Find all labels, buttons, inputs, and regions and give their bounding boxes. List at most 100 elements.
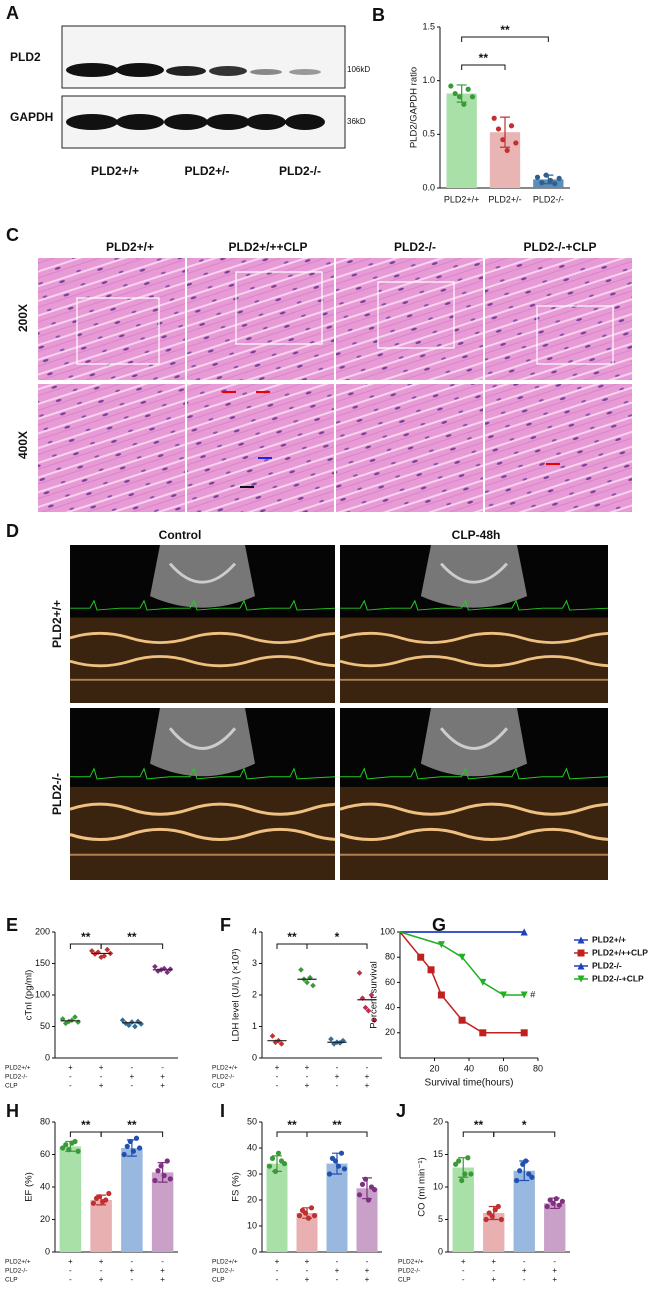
legend-label: PLD2+/+: [592, 934, 626, 944]
y-tick-label: 20: [40, 1214, 50, 1224]
condition-cell: +: [365, 1266, 370, 1275]
significance-label: *: [335, 930, 340, 944]
annotation: #: [530, 989, 535, 999]
data-point: [534, 174, 541, 180]
condition-row-label: CLP: [398, 1277, 411, 1284]
condition-cell: +: [552, 1266, 557, 1275]
blot-label: PLD2: [10, 50, 41, 64]
data-point: [106, 1190, 112, 1197]
y-axis-label: FS (%): [231, 1172, 242, 1202]
condition-cell: +: [99, 1275, 104, 1284]
condition-cell: +: [160, 1081, 165, 1090]
condition-cell: -: [69, 1072, 72, 1081]
condition-cell: +: [160, 1275, 165, 1284]
data-point: [63, 1142, 69, 1148]
data-point: [365, 1197, 372, 1203]
y-tick-label: 50: [40, 1021, 50, 1031]
condition-cell: +: [275, 1257, 280, 1266]
column-header: PLD2+/++CLP: [228, 240, 307, 254]
data-point: [75, 1019, 81, 1025]
condition-cell: -: [131, 1081, 134, 1090]
data-point: [133, 1135, 140, 1141]
marker: [458, 953, 466, 961]
y-tick-label: 40: [247, 1142, 257, 1152]
significance-label: *: [522, 1118, 527, 1132]
bar: [513, 1170, 535, 1252]
data-point: [459, 1177, 465, 1184]
x-tick-label: PLD2-/-: [533, 194, 564, 204]
data-point: [371, 1017, 378, 1024]
condition-cell: +: [365, 1081, 370, 1090]
condition-cell: -: [161, 1257, 164, 1266]
data-point: [456, 1158, 462, 1164]
condition-cell: +: [130, 1266, 135, 1275]
condition-cell: +: [68, 1063, 73, 1072]
y-tick-label: 0: [45, 1246, 50, 1256]
significance-bracket: [100, 1131, 164, 1137]
error-bar: [500, 116, 510, 148]
row-label: PLD2-/-: [50, 773, 64, 815]
condition-cell: -: [366, 1257, 369, 1266]
data-point: [308, 1205, 315, 1211]
panel-letter: H: [6, 1101, 19, 1121]
y-tick-label: 0: [252, 1052, 257, 1062]
data-point: [310, 982, 316, 989]
y-axis-label: cTnI (pg/ml): [24, 970, 35, 1021]
data-point: [275, 1150, 282, 1156]
data-point: [158, 1163, 164, 1169]
significance-bracket: [461, 36, 549, 42]
panel-letter: B: [372, 5, 385, 25]
data-point: [72, 1138, 78, 1145]
data-point: [75, 1148, 81, 1154]
y-tick-label: 80: [40, 1116, 50, 1126]
condition-cell: +: [491, 1275, 496, 1284]
significance-label: **: [127, 1118, 137, 1132]
panel-letter: A: [6, 3, 19, 23]
data-point: [359, 1181, 366, 1187]
condition-cell: -: [276, 1072, 279, 1081]
condition-row-label: CLP: [212, 1083, 225, 1090]
column-header: PLD2-/-+CLP: [523, 240, 596, 254]
marker: [427, 966, 435, 974]
data-point: [69, 1017, 75, 1024]
data-point: [341, 1166, 348, 1172]
y-tick-label: 2: [252, 989, 257, 999]
panel-letter: D: [6, 521, 19, 541]
significance-label: **: [287, 930, 297, 944]
histology-images: [38, 258, 632, 512]
data-point: [60, 1145, 66, 1151]
data-point: [544, 1203, 550, 1210]
data-point: [547, 1197, 553, 1203]
y-tick-label: 20: [385, 1027, 395, 1037]
data-point: [304, 979, 310, 986]
condition-cell: +: [365, 1072, 370, 1081]
bar: [90, 1200, 112, 1252]
data-point: [483, 1216, 489, 1223]
x-tick-label: 40: [464, 1063, 474, 1073]
y-tick-label: 4: [252, 926, 257, 936]
condition-cell: -: [336, 1081, 339, 1090]
significance-bracket: [306, 943, 368, 949]
data-point: [167, 1176, 173, 1182]
significance-bracket: [306, 1131, 368, 1137]
y-tick-label: 20: [247, 1194, 257, 1204]
lane-label: PLD2+/-: [184, 164, 229, 178]
data-point: [539, 180, 545, 186]
condition-cell: -: [462, 1266, 465, 1275]
data-point: [119, 1017, 126, 1024]
data-point: [492, 1207, 498, 1213]
data-point: [508, 123, 515, 129]
data-point: [453, 1161, 459, 1167]
data-point: [356, 1192, 363, 1198]
y-axis-label: CO (ml min⁻¹): [417, 1157, 428, 1216]
significance-label: **: [332, 1118, 342, 1132]
condition-row-label: PLD2-/-: [398, 1268, 420, 1275]
y-tick-label: 15: [433, 1149, 443, 1159]
data-point: [103, 1197, 109, 1203]
data-point: [269, 1033, 276, 1039]
data-point: [461, 101, 467, 107]
data-point: [559, 1198, 565, 1204]
condition-row-label: PLD2-/-: [5, 1074, 27, 1081]
data-point: [164, 1158, 170, 1164]
condition-row-label: PLD2-/-: [212, 1074, 234, 1081]
